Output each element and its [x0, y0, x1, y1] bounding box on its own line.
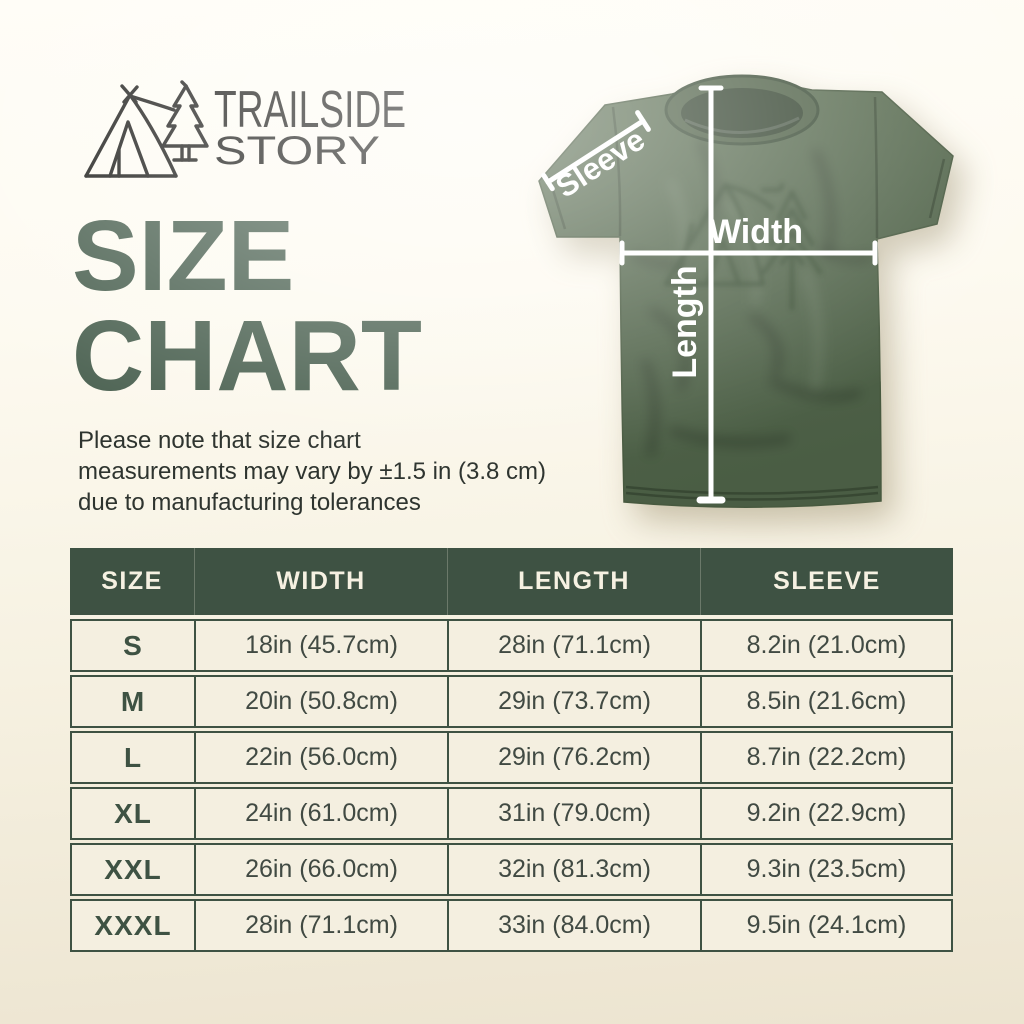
table-row-s: S 18in (45.7cm) 28in (71.1cm) 8.2in (21.… — [70, 619, 953, 672]
cell-sleeve: 8.7in (22.2cm) — [700, 733, 951, 782]
cell-length: 33in (84.0cm) — [447, 901, 700, 950]
cell-size: M — [120, 685, 146, 717]
table-row-m: M 20in (50.8cm) 29in (73.7cm) 8.5in (21.… — [70, 675, 953, 728]
cell-sleeve: 8.5in (21.6cm) — [700, 677, 951, 726]
cell-size: XL — [114, 797, 152, 829]
table-row-xxxl: XXXL 28in (71.1cm) 33in (84.0cm) 9.5in (… — [70, 899, 953, 952]
cell-size: S — [123, 629, 143, 661]
cell-size: XXL — [104, 853, 162, 885]
width-label: Width — [709, 213, 803, 251]
cell-length: 31in (79.0cm) — [447, 789, 700, 838]
tent-tree-logo-icon: TRAILSIDE STORY — [84, 80, 406, 178]
table-header-row: SIZE WIDTH LENGTH SLEEVE — [70, 548, 953, 615]
tolerance-note-line1: Please note that size chart — [78, 427, 361, 454]
header-cell-size: SIZE — [101, 567, 163, 595]
cell-sleeve: 8.2in (21.0cm) — [700, 621, 951, 670]
cell-sleeve: 9.3in (23.5cm) — [700, 845, 951, 894]
header-cell-width: WIDTH — [194, 548, 447, 615]
cell-width: 28in (71.1cm) — [194, 901, 447, 950]
cell-length: 29in (73.7cm) — [447, 677, 700, 726]
table-row-xl: XL 24in (61.0cm) 31in (79.0cm) 9.2in (22… — [70, 787, 953, 840]
size-table: SIZE WIDTH LENGTH SLEEVE S 18in (45.7cm)… — [70, 548, 953, 952]
tolerance-note: Please note that size chart measurements… — [78, 425, 546, 518]
header-cell-sleeve: SLEEVE — [700, 548, 953, 615]
sleeve-line — [541, 110, 651, 192]
tshirt-diagram: Width Length Sleeve — [520, 60, 1000, 520]
cell-width: 26in (66.0cm) — [194, 845, 447, 894]
cell-width: 18in (45.7cm) — [194, 621, 447, 670]
length-label: Length — [666, 265, 704, 378]
page-title-line2: CHART — [72, 300, 422, 412]
cell-length: 32in (81.3cm) — [447, 845, 700, 894]
cell-sleeve: 9.2in (22.9cm) — [700, 789, 951, 838]
header-cell-length: LENGTH — [447, 548, 700, 615]
cell-sleeve: 9.5in (24.1cm) — [700, 901, 951, 950]
width-line — [619, 240, 878, 266]
cell-width: 20in (50.8cm) — [194, 677, 447, 726]
cell-length: 29in (76.2cm) — [447, 733, 700, 782]
cell-width: 22in (56.0cm) — [194, 733, 447, 782]
brand-wordmark-line1: TRAILSIDE — [214, 81, 406, 139]
tolerance-note-line2: measurements may vary by ±1.5 in (3.8 cm… — [78, 458, 546, 485]
cell-width: 24in (61.0cm) — [194, 789, 447, 838]
brand-logo: TRAILSIDE STORY — [78, 80, 418, 182]
cell-size: XXXL — [94, 909, 172, 941]
length-line — [696, 85, 726, 504]
page-title-line1: SIZE — [72, 200, 295, 312]
collar-opening — [681, 88, 803, 138]
page-title: SIZE CHART — [72, 206, 422, 406]
brand-wordmark-line2: STORY — [214, 129, 380, 173]
tolerance-note-line3: due to manufacturing tolerances — [78, 489, 421, 516]
table-row-l: L 22in (56.0cm) 29in (76.2cm) 8.7in (22.… — [70, 731, 953, 784]
table-row-xxl: XXL 26in (66.0cm) 32in (81.3cm) 9.3in (2… — [70, 843, 953, 896]
cell-length: 28in (71.1cm) — [447, 621, 700, 670]
cell-size: L — [123, 741, 143, 773]
tshirt-graphic: Width Length Sleeve — [538, 74, 954, 509]
